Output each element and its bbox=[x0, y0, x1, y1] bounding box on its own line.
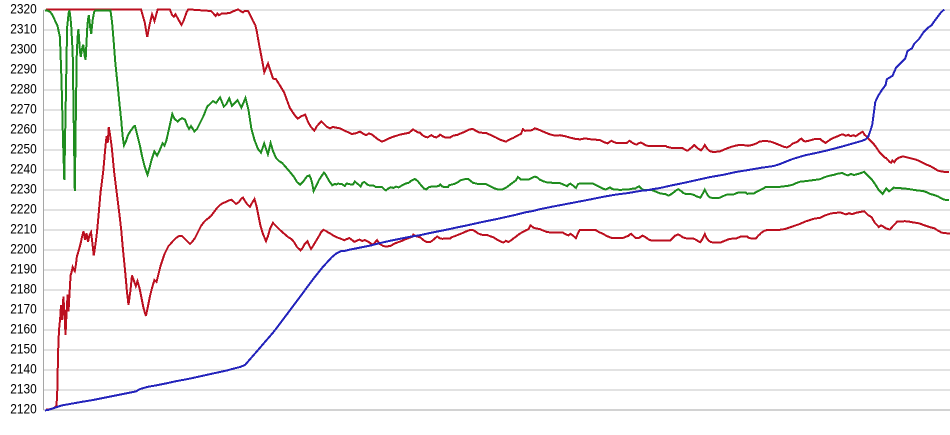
svg-text:2290: 2290 bbox=[10, 61, 37, 77]
svg-text:2120: 2120 bbox=[10, 401, 37, 417]
svg-text:2220: 2220 bbox=[10, 201, 37, 217]
svg-text:2310: 2310 bbox=[10, 21, 37, 37]
svg-text:2250: 2250 bbox=[10, 141, 37, 157]
svg-text:2230: 2230 bbox=[10, 181, 37, 197]
svg-text:2140: 2140 bbox=[10, 361, 37, 377]
svg-text:2170: 2170 bbox=[10, 301, 37, 317]
svg-text:2270: 2270 bbox=[10, 101, 37, 117]
svg-text:2180: 2180 bbox=[10, 281, 37, 297]
svg-text:2210: 2210 bbox=[10, 221, 37, 237]
svg-text:2320: 2320 bbox=[10, 1, 37, 17]
svg-text:2160: 2160 bbox=[10, 321, 37, 337]
svg-text:2260: 2260 bbox=[10, 121, 37, 137]
svg-text:2200: 2200 bbox=[10, 241, 37, 257]
svg-text:2280: 2280 bbox=[10, 81, 37, 97]
svg-text:2300: 2300 bbox=[10, 41, 37, 57]
svg-text:2240: 2240 bbox=[10, 161, 37, 177]
svg-text:2150: 2150 bbox=[10, 341, 37, 357]
svg-text:2190: 2190 bbox=[10, 261, 37, 277]
svg-text:2130: 2130 bbox=[10, 381, 37, 397]
